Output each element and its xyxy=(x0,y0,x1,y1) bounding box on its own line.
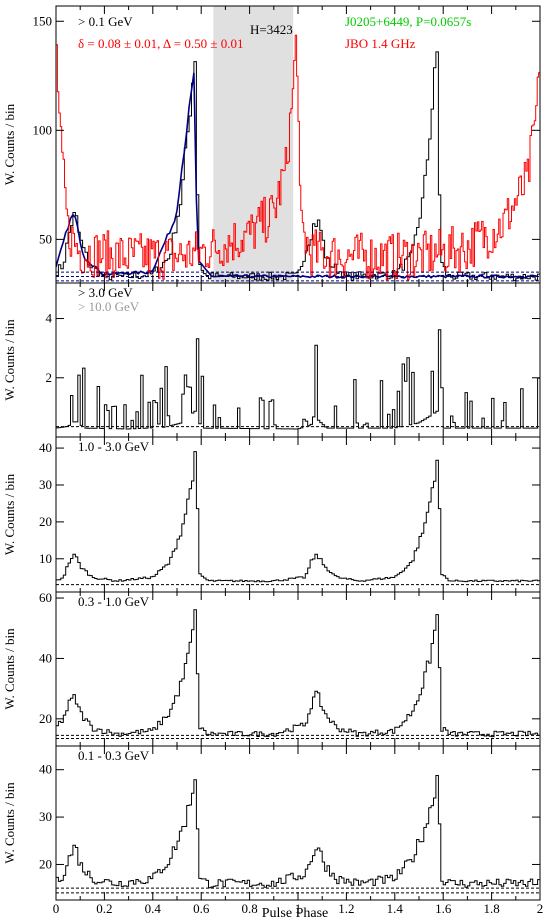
y-tick-label: 2 xyxy=(46,370,53,385)
series-1-line xyxy=(56,775,540,889)
series-1-line xyxy=(56,609,540,738)
off-pulse-region xyxy=(213,6,294,283)
x-axis-label: Pulse Phase xyxy=(262,906,329,921)
plot-area xyxy=(56,451,540,586)
y-tick-label: 4 xyxy=(46,311,53,326)
annotation-text: J0205+6449, P=0.0657s xyxy=(345,14,471,29)
plot-area xyxy=(56,34,540,282)
series-1-line xyxy=(56,329,540,430)
x-tick-label: 0.8 xyxy=(241,901,257,916)
y-axis-label: W. Counts / bin xyxy=(2,103,17,185)
y-tick-label: 20 xyxy=(39,856,52,871)
annotation-text: 0.3 - 1.0 GeV xyxy=(78,594,150,609)
y-tick-label: 40 xyxy=(39,440,52,455)
annotation-text: δ = 0.08 ± 0.01, Δ = 0.50 ± 0.01 xyxy=(78,36,243,51)
panel-frame xyxy=(55,436,541,593)
x-tick-label: 0.6 xyxy=(193,901,210,916)
panel-frame xyxy=(55,591,541,747)
panel-3: 10 20 30 40 W. Counts / bin 1.0 - 3.0 GeV xyxy=(2,436,541,593)
y-tick-label: 40 xyxy=(39,650,52,665)
x-tick-label: 1 xyxy=(295,901,302,916)
annotation-text: > 3.0 GeV xyxy=(78,285,133,300)
y-tick-label: 10 xyxy=(39,551,52,566)
y-tick-label: 100 xyxy=(33,122,53,137)
panel-2: 2 4 W. Counts / bin > 3.0 GeV> 10.0 GeV xyxy=(2,282,541,438)
annotation-text: JBO 1.4 GHz xyxy=(345,36,416,51)
plot-area xyxy=(56,329,540,430)
y-tick-label: 60 xyxy=(39,590,52,605)
y-tick-label: 30 xyxy=(39,809,52,824)
y-tick-label: 50 xyxy=(39,231,52,246)
x-tick-label: 1.8 xyxy=(483,901,499,916)
annotation-text: H=3423 xyxy=(250,22,293,37)
series-1-line xyxy=(56,451,540,583)
y-tick-label: 30 xyxy=(39,477,52,492)
annotation-text: > 10.0 GeV xyxy=(78,299,140,314)
annotation-text: 1.0 - 3.0 GeV xyxy=(78,439,150,454)
y-tick-label: 150 xyxy=(33,13,53,28)
x-tick-label: 0.4 xyxy=(145,901,162,916)
y-axis-label: W. Counts / bin xyxy=(2,628,17,710)
annotation-text: 0.1 - 0.3 GeV xyxy=(78,748,150,763)
annotation-text: > 0.1 GeV xyxy=(78,14,133,29)
x-tick-label: 1.4 xyxy=(387,901,404,916)
y-axis-label: W. Counts / bin xyxy=(2,319,17,401)
y-tick-label: 20 xyxy=(39,711,52,726)
y-axis-label: W. Counts / bin xyxy=(2,782,17,864)
y-axis-label: W. Counts / bin xyxy=(2,473,17,555)
plot-area xyxy=(56,775,540,894)
series-3-line xyxy=(56,34,540,281)
x-tick-label: 0 xyxy=(53,901,60,916)
x-tick-label: 0.2 xyxy=(96,901,112,916)
x-tick-label: 1.2 xyxy=(338,901,354,916)
x-tick-label: 2 xyxy=(537,901,544,916)
y-tick-label: 20 xyxy=(39,514,52,529)
panel-4: 20 40 60 W. Counts / bin 0.3 - 1.0 GeV xyxy=(2,590,541,747)
plot-area xyxy=(56,609,540,739)
y-tick-label: 40 xyxy=(39,762,52,777)
x-tick-label: 1.6 xyxy=(435,901,452,916)
panel-5: 20 30 40 W. Counts / bin 0.1 - 0.3 GeV xyxy=(2,745,541,901)
panel-1: 50 100 150 W. Counts / bin > 0.1 GeV δ = 0.08… xyxy=(2,5,541,284)
